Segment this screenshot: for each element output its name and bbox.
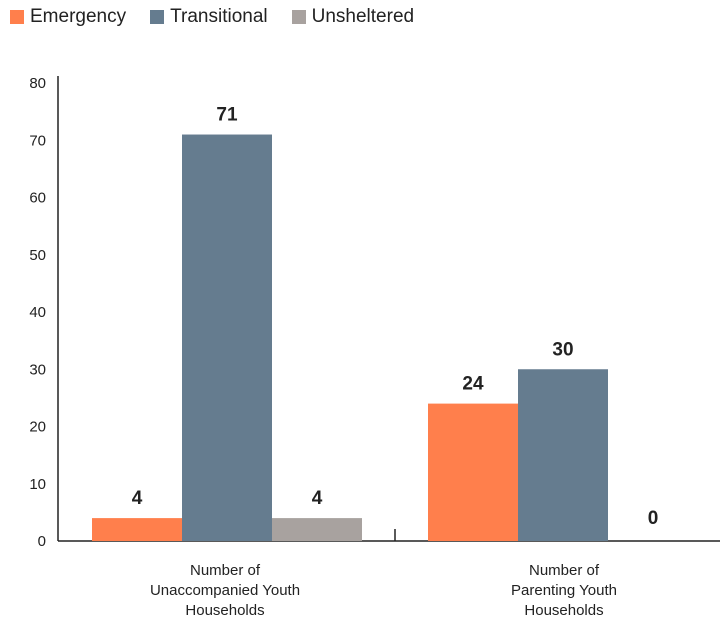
y-tick-label-70: 70	[29, 132, 46, 149]
bar-unsheltered-cat1	[272, 518, 362, 541]
legend-label-emergency: Emergency	[30, 6, 127, 27]
legend-swatch-emergency	[10, 10, 24, 24]
data-label-emergency-cat1: 4	[132, 488, 143, 509]
legend-item-emergency: Emergency	[10, 6, 126, 28]
legend-item-unsheltered: Unsheltered	[291, 6, 415, 28]
data-label-transitional-cat1: 71	[216, 105, 238, 126]
legend-swatch-transitional	[150, 10, 165, 24]
legend-label-transitional: Transitional	[170, 6, 268, 27]
y-tick-label-60: 60	[29, 190, 46, 207]
y-tick-label-80: 80	[29, 75, 46, 92]
bar-emergency-cat1	[92, 518, 182, 541]
category-label-2-line-1: Number of	[529, 562, 600, 579]
data-label-transitional-cat2: 30	[552, 339, 573, 360]
category-label-2-line-3: Households	[524, 602, 603, 619]
legend-swatch-unsheltered	[291, 10, 306, 24]
bar-transitional-cat2	[518, 369, 608, 541]
category-label-1-line-3: Households	[185, 602, 264, 619]
legend-item-transitional: Transitional	[150, 6, 268, 28]
category-label-1: Number of Unaccompanied Youth Households	[150, 562, 300, 619]
y-tick-label-40: 40	[29, 304, 46, 321]
category-label-1-line-2: Unaccompanied Youth	[150, 582, 300, 599]
bar-transitional-cat1	[182, 134, 272, 541]
data-label-emergency-cat2: 24	[462, 374, 484, 395]
data-label-unsheltered-cat1: 4	[312, 488, 323, 509]
bar-emergency-cat2	[428, 403, 518, 541]
legend-label-unsheltered: Unsheltered	[311, 6, 415, 27]
y-tick-label-30: 30	[29, 361, 46, 378]
data-label-unsheltered-cat2: 0	[648, 508, 659, 529]
y-tick-label-50: 50	[29, 247, 46, 264]
category-label-2-line-2: Parenting Youth	[511, 582, 617, 599]
category-label-1-line-1: Number of	[190, 562, 261, 579]
y-tick-label-20: 20	[29, 419, 46, 436]
y-tick-label-0: 0	[38, 533, 46, 550]
category-label-2: Number of Parenting Youth Households	[511, 562, 617, 619]
chart-legend: Emergency Transitional Unsheltered	[10, 6, 438, 28]
y-tick-label-10: 10	[29, 476, 46, 493]
